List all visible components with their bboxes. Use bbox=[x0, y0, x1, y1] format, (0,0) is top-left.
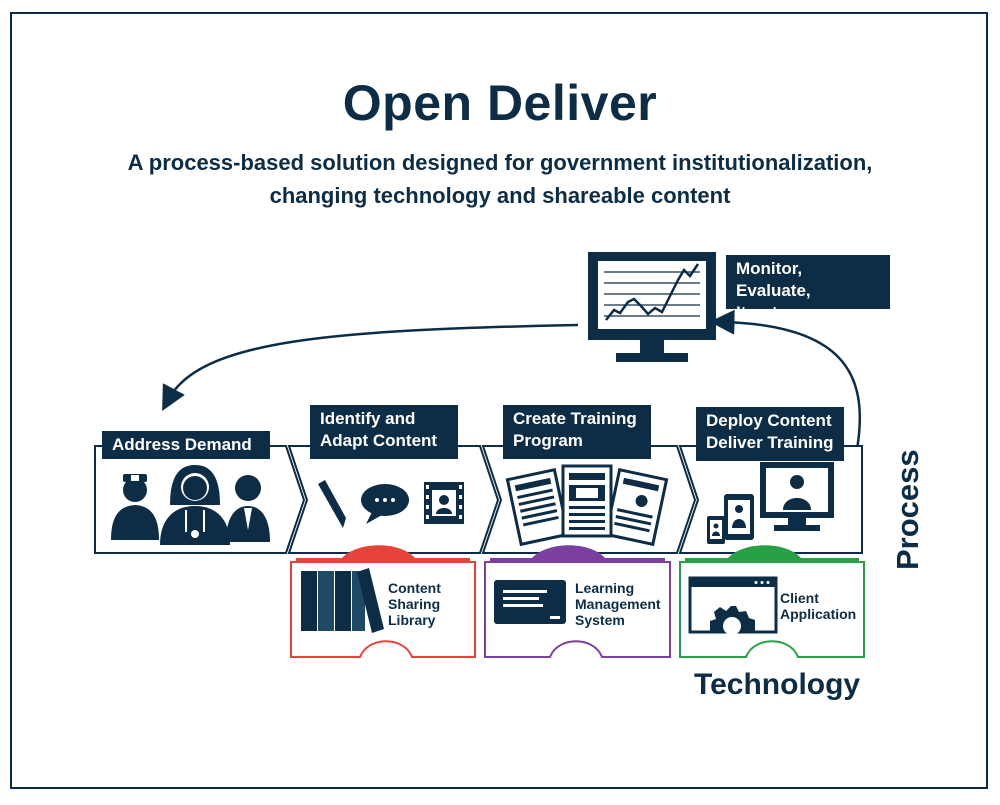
tech-1-line-2: Sharing bbox=[388, 596, 441, 612]
page-subtitle: A process-based solution designed for go… bbox=[60, 146, 940, 212]
monitor-label-line-1: Monitor, Evaluate, bbox=[736, 259, 811, 300]
process-axis-label: Process bbox=[890, 449, 925, 570]
speech-bubble-icon bbox=[361, 484, 409, 524]
step-4-label-line-2: Deliver Training bbox=[706, 433, 834, 452]
film-strip-icon bbox=[424, 482, 464, 524]
tech-3-line-2: Application bbox=[780, 606, 857, 622]
puzzle-content-sharing-library bbox=[290, 545, 476, 658]
puzzle-client-application bbox=[679, 545, 865, 658]
feedback-arrow-to-monitor bbox=[709, 309, 862, 456]
devices-icon bbox=[707, 462, 834, 544]
step-2-label-line-2: Adapt Content bbox=[320, 431, 438, 450]
tech-2-line-1: Learning bbox=[575, 580, 635, 596]
diagram-frame bbox=[10, 12, 988, 789]
step-label-address-demand: Address Demand bbox=[102, 431, 270, 459]
pencil-icon bbox=[318, 480, 346, 528]
tech-1-line-3: Library bbox=[388, 612, 436, 628]
monitor-label-line-2: Iterate bbox=[736, 303, 788, 322]
step-label-create-program: Create Training Program bbox=[503, 405, 651, 459]
tech-label-content-sharing-library: Content Sharing Library bbox=[388, 580, 441, 628]
documents-icon bbox=[505, 464, 669, 547]
puzzle-learning-management-system bbox=[484, 545, 671, 658]
tech-3-line-1: Client bbox=[780, 590, 819, 606]
step-1-label: Address Demand bbox=[112, 435, 252, 454]
tech-2-line-2: Management bbox=[575, 596, 661, 612]
tech-label-client-application: Client Application bbox=[780, 590, 856, 622]
step-2-label-line-1: Identify and bbox=[320, 409, 416, 428]
tech-label-learning-management-system: Learning Management System bbox=[575, 580, 661, 628]
step-label-deploy-deliver: Deploy Content Deliver Training bbox=[696, 407, 844, 461]
monitor-chart-icon bbox=[588, 252, 716, 362]
subtitle-line-2: changing technology and shareable conten… bbox=[269, 183, 731, 208]
step-label-identify-adapt: Identify and Adapt Content bbox=[310, 405, 458, 459]
step-4-label-line-1: Deploy Content bbox=[706, 411, 832, 430]
people-icon bbox=[111, 465, 270, 545]
page-title: Open Deliver bbox=[342, 75, 658, 131]
tech-1-line-1: Content bbox=[388, 580, 441, 596]
subtitle-line-1: A process-based solution designed for go… bbox=[127, 150, 873, 175]
tech-2-line-3: System bbox=[575, 612, 625, 628]
technology-axis-label: Technology bbox=[694, 668, 861, 701]
feedback-arrow-to-start bbox=[162, 323, 579, 412]
step-3-label-line-2: Program bbox=[513, 431, 583, 450]
step-3-label-line-1: Create Training bbox=[513, 409, 637, 428]
monitor-evaluate-iterate-label: Monitor, Evaluate, Iterate bbox=[726, 255, 890, 322]
